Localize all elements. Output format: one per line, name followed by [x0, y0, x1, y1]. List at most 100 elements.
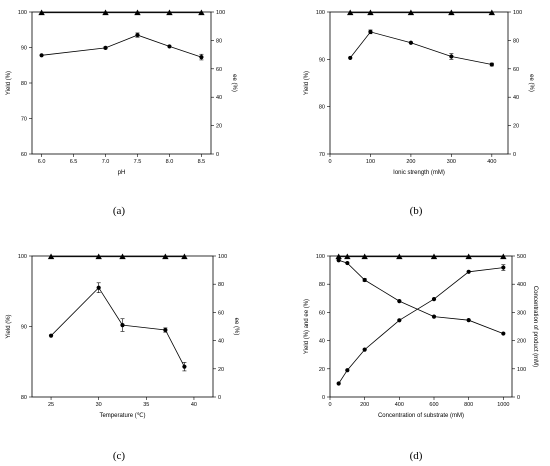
panel-d-plot: 0 200 400 600 800 100002040608010001002003004… [304, 253, 538, 419]
triangle-marker [430, 253, 438, 260]
triangle-marker [361, 253, 368, 260]
panel-b: 0 100 200 300 400 70 80 90 100 0 20 40 60 80 100 Ionic … [304, 9, 534, 217]
y-tick-label: 80 [21, 81, 27, 87]
circle-marker [182, 364, 187, 369]
triangle-marker [407, 9, 415, 16]
y-tick-label: 100 [18, 254, 27, 260]
panel-c-plot: 25 30 35 40 80 90 100 0 20 40 60 80 100 Temperature (… [6, 253, 239, 419]
y-tick-label: 90 [21, 46, 27, 52]
x-axis-title: Concentration of substrate (mM) [378, 413, 464, 419]
series-line [349, 31, 492, 65]
y-tick-label: 60 [21, 152, 27, 158]
circle-marker [103, 45, 108, 50]
y-tick-label: 90 [319, 57, 325, 63]
x-tick-label: 300 [447, 159, 456, 165]
y2-tick-label: 0 [517, 395, 520, 401]
y-tick-label: 100 [316, 10, 325, 16]
panel-c: 25 30 35 40 80 90 100 0 20 40 60 80 100 Temperature (… [6, 253, 239, 462]
y2-tick-label: 20 [218, 367, 224, 373]
y-tick-label: 80 [21, 395, 27, 401]
y2-tick-label: 100 [216, 10, 225, 16]
x-tick-label: 200 [360, 402, 369, 408]
triangle-marker [134, 9, 141, 16]
y2-tick-label: 60 [513, 67, 519, 73]
series-line [338, 259, 504, 334]
series-line [338, 267, 504, 384]
triangle-marker [448, 9, 455, 16]
y-axis-title: Yield (%) [304, 71, 310, 95]
series-line [41, 34, 202, 58]
circle-marker [397, 299, 402, 304]
triangle-marker [488, 9, 496, 16]
circle-marker [501, 265, 506, 270]
x-axis-title: pH [118, 170, 126, 176]
circle-marker [408, 40, 414, 45]
circle-marker [489, 62, 494, 67]
triangle-marker [465, 253, 472, 260]
circle-marker [345, 260, 350, 266]
panel-label-d: (d) [410, 450, 423, 462]
y2-axis-title: ee (%) [233, 318, 239, 336]
circle-marker [449, 54, 454, 59]
x-tick-label: 800 [464, 402, 473, 408]
y2-axis-title: ee (%) [231, 74, 237, 92]
y2-tick-label: 0 [216, 152, 219, 158]
y-axis-title: Yield (%) [6, 71, 12, 95]
x-tick-label: 600 [429, 402, 438, 408]
circle-marker [431, 297, 437, 302]
y2-tick-label: 40 [513, 95, 519, 101]
y2-axis-title: ee (%) [528, 74, 534, 92]
y2-tick-label: 40 [216, 95, 222, 101]
circle-marker [362, 277, 367, 283]
triangle-marker [344, 253, 351, 260]
panel-label-a: (a) [113, 205, 126, 217]
y-tick-label: 100 [316, 254, 325, 260]
y2-tick-label: 80 [218, 282, 224, 288]
x-tick-label: 0 [328, 402, 331, 408]
y-tick-label: 0 [322, 395, 325, 401]
x-tick-label: 7.5 [134, 159, 142, 165]
y2-tick-label: 20 [216, 124, 222, 130]
triangle-marker [95, 253, 102, 260]
triangle-marker [102, 9, 109, 16]
x-tick-label: 200 [406, 159, 415, 165]
circle-marker [431, 314, 437, 319]
circle-marker [135, 32, 140, 38]
x-axis-title: Ionic strength (mM) [393, 170, 445, 176]
panel-label-c: (c) [113, 450, 126, 462]
y-tick-label: 70 [21, 117, 27, 123]
circle-marker [362, 347, 367, 352]
triangle-marker [500, 253, 507, 260]
triangle-marker [162, 253, 169, 260]
y2-tick-label: 400 [517, 282, 526, 288]
triangle-marker [47, 253, 55, 260]
circle-marker [348, 55, 353, 61]
y-tick-label: 60 [319, 310, 325, 316]
y2-tick-label: 20 [513, 124, 519, 130]
y2-axis-title: Concentration of product (mM) [532, 286, 538, 367]
y2-tick-label: 300 [517, 310, 526, 316]
circle-marker [48, 333, 54, 338]
triangle-marker [347, 9, 354, 16]
circle-marker [368, 29, 373, 34]
circle-marker [466, 269, 471, 274]
y2-tick-label: 500 [517, 254, 526, 260]
x-tick-label: 100 [366, 159, 375, 165]
y2-tick-label: 80 [216, 38, 222, 44]
plot-frame [31, 11, 212, 155]
circle-marker [120, 322, 125, 328]
triangle-marker [38, 9, 45, 16]
x-tick-label: 1000 [497, 402, 509, 408]
triangle-marker [181, 253, 188, 260]
panel-label-b: (b) [410, 205, 423, 217]
x-tick-label: 40 [191, 402, 197, 408]
y2-tick-label: 80 [513, 38, 519, 44]
triangle-marker [367, 9, 374, 16]
circle-marker [397, 318, 402, 323]
triangle-marker [335, 253, 342, 260]
panel-d: 0 200 400 600 800 100002040608010001002003004… [304, 253, 538, 462]
y2-tick-label: 200 [517, 339, 526, 345]
panel-a-plot: 6.0 6.5 7.0 7.5 8.0 8.5 60 70 80 90 100 0 20 40 60 80 10… [6, 9, 237, 176]
x-tick-label: 400 [395, 402, 404, 408]
series-line [50, 287, 185, 367]
